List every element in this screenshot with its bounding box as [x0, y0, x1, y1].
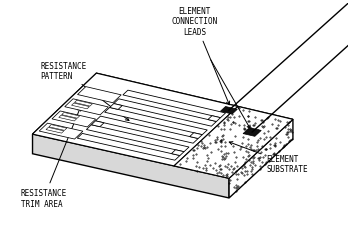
- Polygon shape: [110, 104, 122, 110]
- Polygon shape: [59, 116, 77, 121]
- Polygon shape: [91, 121, 104, 127]
- Polygon shape: [62, 113, 80, 119]
- Polygon shape: [171, 150, 184, 156]
- Polygon shape: [114, 100, 217, 127]
- Text: RESISTANCE
PATTERN: RESISTANCE PATTERN: [40, 61, 129, 121]
- Polygon shape: [46, 128, 64, 134]
- Polygon shape: [123, 91, 226, 118]
- Text: RESISTANCE
TRIM AREA: RESISTANCE TRIM AREA: [21, 108, 81, 208]
- Text: ELEMENT
SUBSTRATE: ELEMENT SUBSTRATE: [229, 142, 308, 174]
- Polygon shape: [65, 99, 108, 115]
- Text: ELEMENT
CONNECTION
LEADS: ELEMENT CONNECTION LEADS: [172, 7, 230, 105]
- Polygon shape: [174, 107, 293, 179]
- Polygon shape: [95, 117, 198, 144]
- Polygon shape: [72, 104, 90, 109]
- Polygon shape: [33, 135, 229, 198]
- Polygon shape: [78, 87, 121, 103]
- Polygon shape: [74, 101, 92, 107]
- Polygon shape: [243, 128, 261, 137]
- Polygon shape: [33, 74, 293, 179]
- Polygon shape: [52, 112, 95, 128]
- Polygon shape: [33, 74, 238, 166]
- Polygon shape: [86, 125, 189, 152]
- Polygon shape: [220, 107, 237, 115]
- Polygon shape: [39, 124, 83, 140]
- Polygon shape: [49, 125, 67, 131]
- Polygon shape: [105, 108, 207, 135]
- Polygon shape: [190, 133, 202, 139]
- Polygon shape: [229, 120, 293, 198]
- Polygon shape: [208, 116, 220, 122]
- Polygon shape: [77, 134, 180, 161]
